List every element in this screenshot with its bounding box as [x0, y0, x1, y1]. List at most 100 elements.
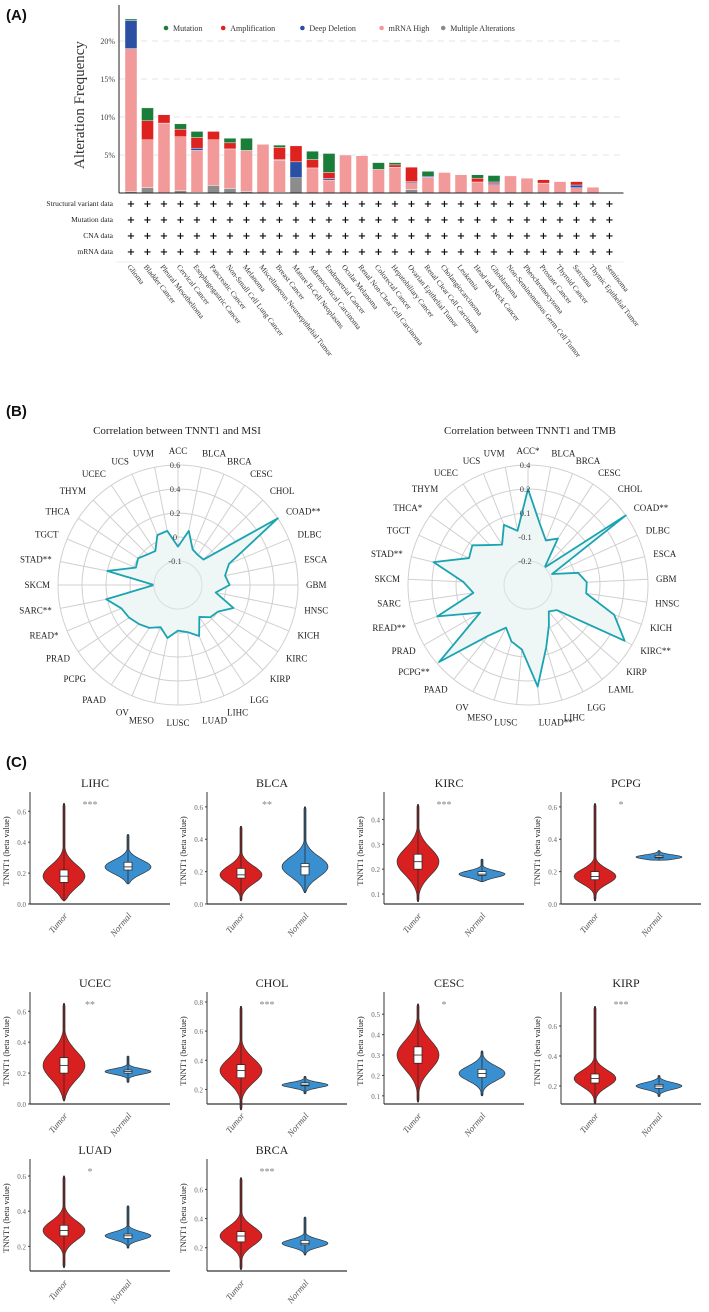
significance-label: *** — [437, 800, 452, 811]
radar-center — [153, 560, 203, 610]
profile-marker: + — [374, 215, 382, 226]
profile-marker: + — [292, 199, 300, 210]
radar-ring-label: 0.1 — [520, 508, 531, 518]
legend-label: Multiple Alterations — [450, 24, 515, 33]
y-tick-label: 0.3 — [371, 841, 380, 849]
violin-panel-title: CHOL — [256, 976, 289, 990]
radar-spoke — [542, 603, 603, 680]
legend-label: Mutation — [173, 24, 202, 33]
profile-marker: + — [358, 247, 366, 258]
profile-marker: + — [589, 231, 597, 242]
radar-axis-label: PAAD — [424, 685, 448, 695]
profile-marker: + — [341, 215, 349, 226]
profile-marker: + — [440, 199, 448, 210]
radar-ring-label: -0.2 — [518, 556, 531, 566]
y-tick-label: 0.4 — [548, 1053, 557, 1061]
profile-row-label: CNA data — [83, 231, 113, 240]
profile-marker: + — [539, 231, 547, 242]
profile-marker: + — [209, 199, 217, 210]
bar-segment — [174, 128, 187, 137]
profile-marker: + — [374, 199, 382, 210]
radar-axis-label: STAD** — [20, 554, 52, 564]
x-tick-label: Tumor — [224, 1110, 247, 1135]
radar-axis-label: PAAD — [82, 695, 106, 705]
profile-marker: + — [523, 215, 531, 226]
radar-axis-label: BLCA — [551, 448, 576, 458]
profile-marker: + — [589, 247, 597, 258]
bar-segment — [421, 177, 435, 194]
bar-segment — [240, 150, 253, 192]
bar-segment — [388, 164, 402, 168]
y-tick-label: 0.5 — [371, 1011, 380, 1019]
legend-dot — [220, 25, 226, 31]
profile-marker: + — [424, 231, 432, 242]
radar-axis-label: READ* — [29, 630, 58, 640]
radar-axis-label: SKCM — [374, 574, 400, 584]
bar-segment — [174, 136, 187, 191]
profile-marker: + — [572, 215, 580, 226]
violin-panel-title: BRCA — [256, 1143, 289, 1157]
bar-segment — [322, 153, 336, 173]
panel-c-label: (C) — [6, 754, 27, 771]
radar-title: Correlation between TNNT1 and MSI — [93, 425, 261, 437]
profile-marker: + — [473, 199, 481, 210]
radar-axis-label: UCEC — [82, 469, 106, 479]
y-tick-label: 10% — [100, 113, 115, 122]
bar-segment — [471, 174, 484, 179]
radar-axis-label: LGG — [250, 695, 269, 705]
y-tick-label: 0.6 — [194, 804, 203, 812]
profile-marker: + — [424, 215, 432, 226]
profile-marker: + — [341, 231, 349, 242]
y-tick-label: 5% — [104, 151, 115, 160]
y-tick-label: 0.4 — [194, 1057, 203, 1065]
bar-segment — [487, 175, 501, 183]
profile-marker: + — [209, 215, 217, 226]
box — [300, 863, 310, 876]
profile-marker: + — [143, 247, 151, 258]
profile-marker: + — [407, 247, 415, 258]
panel-b-label: (B) — [6, 403, 27, 420]
y-axis-label: TNNT1 (beta value) — [532, 1016, 542, 1086]
legend-dot — [440, 25, 446, 31]
radar-axis-label: LUAD** — [539, 717, 573, 727]
bar-segment — [223, 148, 237, 189]
y-axis-label: TNNT1 (beta value) — [178, 816, 188, 886]
legend-dot — [163, 25, 169, 31]
radar-ring-label: 0.6 — [170, 460, 181, 470]
profile-marker: + — [176, 199, 184, 210]
profile-marker: + — [424, 199, 432, 210]
radar-axis-label: PRAD — [392, 646, 417, 656]
y-tick-label: 0.6 — [194, 1028, 203, 1036]
bar-segment — [322, 179, 336, 194]
profile-marker: + — [242, 199, 250, 210]
radar-axis-label: STAD** — [371, 549, 403, 559]
profile-marker: + — [490, 215, 498, 226]
profile-marker: + — [539, 247, 547, 258]
x-tick-label: Normal — [108, 1110, 134, 1139]
bar-segment — [471, 181, 484, 194]
bar-segment — [355, 155, 369, 194]
radar-axis-label: CHOL — [618, 484, 643, 494]
profile-marker: + — [226, 215, 234, 226]
profile-marker: + — [473, 247, 481, 258]
bar-segment — [124, 48, 138, 192]
bar-segment — [190, 137, 204, 149]
profile-marker: + — [556, 215, 564, 226]
bar-segment — [339, 154, 352, 194]
radar-axis-label: ESCA — [304, 554, 328, 564]
radar-axis-label: UCS — [463, 456, 481, 466]
y-axis-label: TNNT1 (beta value) — [1, 1183, 11, 1253]
radar-axis-label: KIRP — [270, 674, 291, 684]
profile-marker: + — [259, 231, 267, 242]
y-tick-label: 20% — [100, 37, 115, 46]
bar-segment — [421, 171, 435, 177]
box — [123, 861, 133, 871]
profile-marker: + — [226, 231, 234, 242]
profile-marker: + — [407, 215, 415, 226]
profile-row-label: Mutation data — [71, 215, 114, 224]
profile-marker: + — [259, 199, 267, 210]
violin-plots: LIHC***TNNT1 (beta value)0.00.20.40.6Tum… — [1, 776, 701, 1306]
y-tick-label: 0.4 — [17, 1208, 26, 1216]
x-tick-label: Tumor — [578, 1110, 601, 1135]
y-tick-label: 0.0 — [17, 1101, 26, 1109]
